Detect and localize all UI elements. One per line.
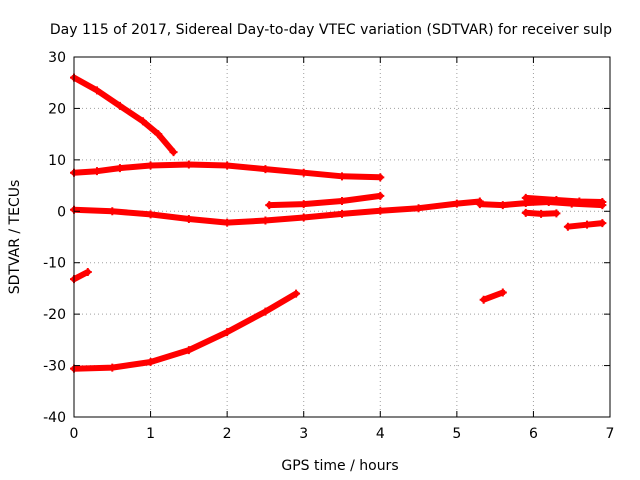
x-tick-label: 2 — [223, 426, 232, 442]
data-point — [92, 167, 101, 176]
data-point — [452, 199, 461, 208]
data-point — [83, 267, 92, 276]
x-axis-label: GPS time / hours — [281, 458, 398, 474]
data-point — [521, 208, 530, 217]
x-tick-label: 5 — [452, 426, 461, 442]
data-point — [376, 173, 385, 182]
series-line — [266, 192, 384, 209]
data-point — [537, 209, 546, 218]
y-tick-label: -30 — [43, 359, 66, 375]
data-point — [146, 210, 155, 219]
data-point — [138, 117, 147, 126]
series-s6 — [521, 193, 607, 207]
data-point — [338, 172, 346, 181]
chart-title: Day 115 of 2017, Sidereal Day-to-day VTE… — [50, 22, 612, 38]
data-point — [598, 198, 607, 207]
series-s1 — [70, 73, 178, 157]
x-tick-label: 4 — [376, 426, 385, 442]
y-tick-label: 30 — [48, 50, 66, 66]
data-point — [115, 164, 124, 173]
data-point — [583, 220, 592, 229]
x-tick-label: 0 — [70, 426, 79, 442]
data-point — [376, 191, 385, 200]
y-tick-label: -40 — [43, 410, 66, 426]
data-point — [498, 288, 507, 297]
y-tick-label: -20 — [43, 307, 66, 323]
series-s9 — [70, 267, 92, 284]
y-tick-label: 0 — [57, 204, 66, 220]
plot-area — [70, 73, 607, 373]
data-point — [552, 209, 561, 218]
series-line — [71, 74, 177, 156]
data-point — [475, 200, 484, 209]
data-point — [146, 161, 155, 170]
series-s4 — [265, 191, 385, 210]
data-point — [521, 193, 530, 202]
grid — [74, 57, 610, 417]
series-s2 — [70, 160, 385, 182]
data-point — [261, 216, 270, 225]
x-tick-label: 7 — [606, 426, 615, 442]
data-point — [598, 219, 607, 228]
series-line — [71, 269, 91, 283]
data-point — [265, 201, 274, 210]
data-point — [498, 201, 507, 210]
data-point — [184, 215, 193, 223]
x-tick-label: 3 — [299, 426, 308, 442]
y-tick-label: 10 — [48, 153, 66, 169]
data-point — [184, 346, 193, 355]
series-s3 — [70, 197, 484, 227]
data-point — [552, 195, 561, 204]
data-point — [338, 209, 346, 218]
x-tick-label: 6 — [529, 426, 538, 442]
y-axis-label: SDTVAR / TECUs — [7, 180, 23, 295]
series-s11 — [70, 289, 301, 373]
data-point — [92, 86, 101, 95]
data-point — [338, 197, 346, 205]
data-point — [479, 295, 488, 304]
data-point — [299, 168, 308, 177]
data-point — [292, 289, 301, 298]
series-line — [522, 194, 606, 205]
series-s7 — [521, 208, 561, 218]
data-point — [154, 130, 163, 139]
series-s10 — [479, 288, 507, 304]
data-point — [169, 148, 178, 157]
series-s8 — [563, 219, 607, 231]
x-tick-label: 1 — [146, 426, 155, 442]
series-line — [71, 290, 300, 372]
data-point — [376, 206, 385, 215]
data-point — [223, 161, 232, 170]
data-point — [261, 165, 270, 174]
data-point — [146, 357, 155, 366]
data-point — [223, 218, 232, 227]
series-line — [71, 161, 384, 181]
data-point — [108, 207, 117, 216]
y-tick-label: 20 — [48, 101, 66, 117]
series-line — [71, 198, 483, 226]
data-point — [563, 222, 572, 231]
series-line — [480, 289, 506, 303]
axis-ticks: 0 1 2 3 4 5 6 7 -40 -30 -20 -10 0 10 20 30 — [43, 50, 614, 442]
data-point — [575, 197, 584, 206]
data-point — [261, 307, 270, 316]
data-point — [115, 101, 124, 110]
data-point — [414, 204, 423, 213]
data-point — [299, 213, 308, 222]
plot-frame — [73, 56, 611, 418]
data-point — [299, 200, 308, 209]
data-point — [223, 328, 232, 337]
data-point — [108, 363, 117, 372]
data-point — [184, 160, 193, 169]
y-tick-label: -10 — [43, 256, 66, 272]
